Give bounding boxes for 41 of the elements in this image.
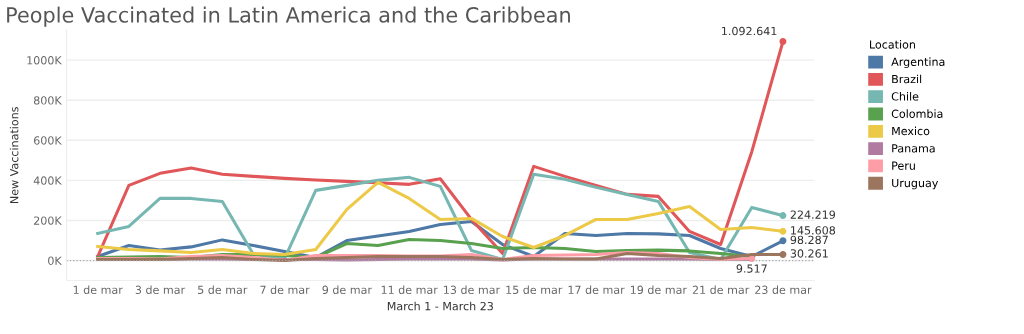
chart-title: People Vaccinated in Latin America and the Caribbean (7, 6, 570, 27)
legend-title: Location (870, 40, 915, 49)
legend-label: Brazil (892, 74, 922, 84)
x-tick-label: 1 de mar (73, 285, 123, 295)
data-label: 224.219 (790, 210, 836, 219)
point (779, 237, 787, 245)
x-axis-title: March 1 - March 23 (387, 301, 493, 311)
data-label: 1.092.641 (722, 26, 777, 36)
x-tick-label: 9 de mar (322, 285, 372, 295)
y-tick-label: 1000K (27, 56, 62, 65)
x-tick-label: 19 de mar (630, 285, 687, 295)
x-tick-label: 17 de mar (568, 285, 625, 295)
y-tick-label: 800K (33, 96, 62, 105)
legend-label: Colombia (891, 109, 943, 118)
x-tick-label: 7 de mar (260, 285, 310, 295)
y-tick-label: 400K (33, 176, 62, 185)
data-label: 98.287 (790, 235, 828, 245)
point (779, 212, 787, 220)
legend-label: Peru (892, 161, 915, 170)
legend-label: Uruguay (892, 178, 939, 190)
x-tick-label: 15 de mar (506, 285, 563, 295)
data-label: 30.261 (790, 249, 828, 258)
point (779, 250, 787, 258)
legend-label: Argentina (891, 57, 945, 69)
legend-label: Chile (891, 91, 919, 101)
point (779, 227, 787, 235)
y-tick-label: 0K (48, 256, 62, 265)
data-label: 145.608 (791, 226, 836, 235)
x-tick-label: 13 de mar (444, 285, 501, 295)
x-tick-label: 23 de mar (755, 285, 812, 295)
y-tick-label: 600K (33, 136, 62, 145)
point (779, 38, 787, 46)
x-tick-label: 3 de mar (135, 285, 186, 295)
data-label: 9.517 (736, 264, 767, 273)
y-tick-label: 200K (34, 216, 62, 225)
x-tick-label: 11 de mar (381, 285, 438, 295)
y-axis-title: New Vaccinations (9, 107, 19, 203)
x-tick-label: 5 de mar (198, 285, 248, 295)
x-tick-label: 21 de mar (692, 285, 750, 295)
legend-label: Mexico (892, 126, 930, 136)
legend-label: Panama (892, 144, 935, 153)
